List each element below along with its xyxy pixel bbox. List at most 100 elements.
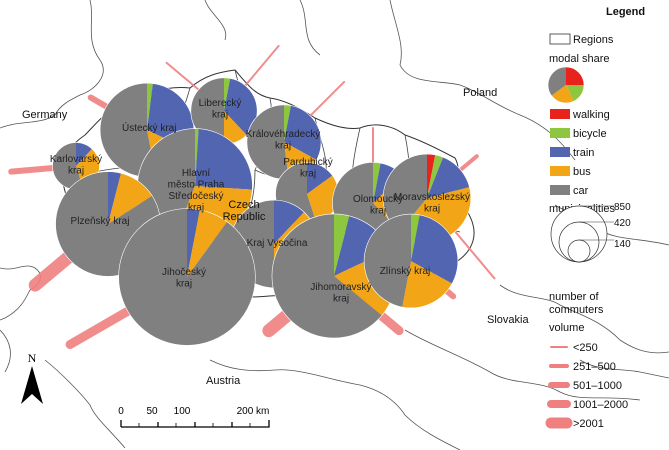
pie-moravskoslezsky-train-slice (427, 157, 470, 198)
region-label-liberecky: Liberecký kraj (199, 98, 242, 121)
legend-volume-classes: <250 251–500 501–1000 1001–2000 >2001 (545, 342, 628, 430)
region-label-karlovarsky: Karlovarský kraj (50, 154, 102, 177)
pie-zlinsky-bus-slice (402, 261, 453, 308)
legend: Legend Regions modal share walking bicycl… (545, 6, 645, 430)
region-label-plzensky: Plzeňský kraj (71, 216, 130, 227)
pie-praha-train-slice (195, 128, 253, 190)
legend-mode-label-bus: bus (573, 166, 591, 178)
pie-karlovarsky-train-slice (76, 142, 93, 166)
legend-mode-label-bicycle: bicycle (573, 128, 607, 140)
pie-karlovarsky-car-slice (52, 142, 84, 190)
pie-pardubicky-train-slice (307, 162, 333, 194)
scale-label-0: 0 (118, 406, 124, 417)
modal-share-pies-layer (52, 77, 472, 346)
scale-label-100: 100 (174, 406, 191, 417)
region-label-jihocesky: Jihočeský kraj (162, 267, 206, 290)
legend-pie-outline (547, 66, 585, 104)
country-label-germany: Germany (22, 109, 68, 121)
legend-modal-share-label: modal share (549, 53, 610, 65)
pie-jihocesky-car-slice (118, 208, 256, 346)
region-label-olomoucky: Olomoucký kraj (353, 194, 403, 217)
pie-moravskoslezsky-walking-slice (427, 154, 436, 198)
region-label-pardubicky: Pardubický kraj (283, 157, 332, 180)
legend-mode-label-train: train (573, 147, 594, 159)
region-label-jihomoravsky: Jihomoravský kraj (310, 282, 371, 305)
north-arrow: N (21, 351, 43, 404)
legend-mode-label-car: car (573, 185, 589, 197)
legend-swatch-train (550, 147, 570, 157)
legend-modal-share-pie (547, 66, 585, 104)
pie-moravskoslezsky-bicycle-slice (427, 154, 444, 198)
country-label-slovakia: Slovakia (487, 314, 529, 326)
pie-praha-bicycle-slice (195, 128, 199, 186)
north-arrow-label: N (28, 351, 37, 365)
legend-volume-label-4: >2001 (573, 418, 604, 430)
legend-volume-label-0: <250 (573, 342, 598, 354)
region-labels-layer: Ústecký kraj Liberecký kraj Karlovarský kraj… (50, 98, 470, 305)
legend-size-label-420: 420 (614, 218, 631, 229)
legend-swatch-car (550, 185, 570, 195)
pie-kralovehradecky-train-slice (284, 105, 322, 160)
legend-volume-label-1: 251–500 (573, 361, 616, 373)
legend-regions-swatch (549, 33, 571, 45)
legend-volume-label-3: 1001–2000 (573, 399, 628, 411)
north-arrow-icon (21, 366, 43, 404)
pie-jihocesky-train-slice (187, 208, 200, 277)
legend-modes: walking bicycle train bus car (550, 109, 610, 197)
legend-pie-bicycle-slice (566, 85, 584, 102)
country-labels: Germany Poland Austria Slovakia Czech Rep… (22, 87, 529, 387)
country-label-czech-republic: Czech Republic (223, 199, 266, 223)
legend-commuters-label: number of commuters (549, 291, 604, 316)
legend-municipality-sizes: 850 420 140 (550, 202, 631, 263)
legend-pie-bus-slice (551, 85, 574, 103)
legend-swatch-bus (550, 166, 570, 176)
legend-swatch-walking (550, 109, 570, 119)
country-label-austria: Austria (206, 375, 241, 387)
scale-label-50: 50 (146, 406, 158, 417)
country-label-poland: Poland (463, 87, 497, 99)
region-label-praha: Hlavní město Praha Středočeský kraj (168, 168, 225, 214)
legend-pie-walking-slice (566, 67, 584, 85)
pie-liberecky-car-slice (190, 77, 224, 145)
pie-kralovehradecky-car-slice (246, 104, 289, 180)
legend-title: Legend (606, 6, 645, 18)
pie-kralovehradecky-bicycle-slice (284, 104, 291, 142)
pie-liberecky (190, 77, 258, 145)
region-label-zlinsky: Zlínský kraj (380, 266, 431, 277)
pie-jihocesky (118, 208, 256, 346)
legend-regions-label: Regions (573, 34, 614, 46)
pie-plzensky-train-slice (108, 171, 122, 224)
region-label-vysocina: Kraj Vysočina (247, 238, 308, 249)
pie-zlinsky-train-slice (411, 214, 458, 284)
pie-ustecky-bicycle-slice (147, 83, 153, 130)
legend-size-label-850: 850 (614, 202, 631, 213)
pie-liberecky-train-slice (224, 78, 258, 136)
region-label-kralovehradecky: Královéhradecký kraj (246, 129, 320, 152)
legend-mode-label-walking: walking (572, 109, 610, 121)
legend-volume-label: volume (549, 322, 584, 334)
region-label-moravskoslezsky: Moravskoslezský kraj (394, 192, 470, 215)
pie-zlinsky-car-slice (364, 214, 411, 308)
pie-ustecky-car-slice (100, 83, 156, 177)
pie-liberecky-bus-slice (224, 111, 247, 145)
legend-swatch-bicycle (550, 128, 570, 138)
pie-jihomoravsky-bicycle-slice (334, 213, 350, 276)
pie-zlinsky-outline (363, 213, 459, 309)
scale-label-200: 200 km (237, 406, 270, 417)
legend-volume-label-2: 501–1000 (573, 380, 622, 392)
pie-liberecky-bicycle-slice (224, 77, 231, 111)
scale-bar: 0 50 100 200 km (118, 406, 270, 428)
pie-vysocina-train-slice (274, 200, 305, 244)
region-label-ustecky: Ústecký kraj (122, 121, 176, 134)
pie-zlinsky-bicycle-slice (411, 214, 420, 261)
pie-olomoucky-bicycle-slice (373, 162, 381, 203)
legend-size-label-140: 140 (614, 239, 631, 250)
pie-pardubicky-bus-slice (307, 175, 339, 224)
pie-jihocesky-bus-slice (187, 209, 228, 277)
pie-jihomoravsky-car-slice (271, 213, 382, 339)
pie-moravskoslezsky-car-slice (383, 154, 427, 232)
legend-pie-car-slice (548, 67, 566, 96)
pie-zlinsky (363, 213, 459, 309)
